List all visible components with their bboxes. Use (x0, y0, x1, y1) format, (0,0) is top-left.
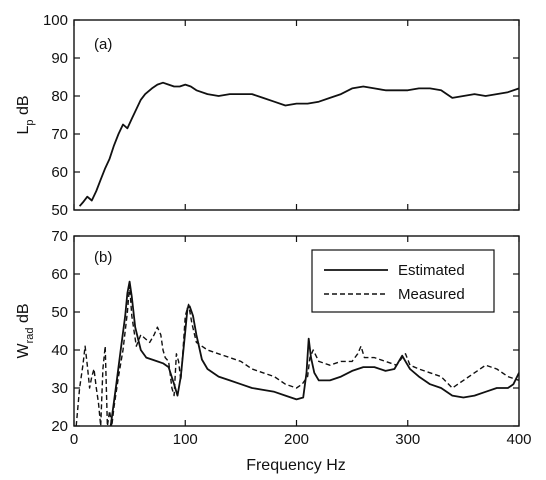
y-axis-title-a: Lp dB (15, 95, 36, 134)
chart-panel-a: (a) Lp dB 50 60 70 80 90 100 (15, 12, 520, 219)
y-tick-label-a: 90 (51, 50, 68, 67)
series-line-a-series-0 (78, 81, 519, 207)
legend: Estimated Measured (311, 249, 495, 313)
x-axis-title: Frequency Hz (246, 457, 346, 474)
panel-label-a: (a) (94, 36, 112, 53)
x-tick-label: 300 (395, 431, 420, 448)
y-tick-label-a: 50 (51, 202, 68, 219)
y-tick-label-b: 40 (51, 342, 68, 359)
y-axis-title-b-sub: rad (24, 328, 36, 344)
y-tick-label-b: 70 (51, 228, 68, 245)
x-tick-label: 400 (506, 431, 531, 448)
y-axis-title-b: Wrad dB (15, 303, 36, 358)
y-axis-title-a-sub: p (24, 119, 36, 125)
y-tick-label-b: 20 (51, 418, 68, 435)
series-group-a (78, 81, 519, 207)
ticks-b: 20 30 40 50 60 70 0 100 200 300 400 (51, 228, 531, 448)
legend-label-measured: Measured (398, 286, 465, 303)
y-axis-title-b-main: W (15, 343, 32, 359)
x-tick-label: 200 (284, 431, 309, 448)
x-tick-label: 0 (70, 431, 78, 448)
legend-label-estimated: Estimated (398, 262, 465, 279)
y-tick-label-b: 50 (51, 304, 68, 321)
ticks-a: 50 60 70 80 90 100 (43, 12, 520, 219)
y-axis-title-a-unit: dB (15, 95, 32, 119)
series-group-b (75, 280, 519, 426)
y-axis-title-a-main: L (15, 126, 32, 135)
x-tick-label: 100 (173, 431, 198, 448)
y-tick-label-b: 60 (51, 266, 68, 283)
y-tick-label-a: 80 (51, 88, 68, 105)
y-axis-title-b-unit: dB (15, 303, 32, 327)
chart-panel-b: (b) Wrad dB Frequency Hz 20 30 40 50 60 70 0 10… (15, 228, 532, 474)
plot-frame-a (73, 19, 520, 211)
y-tick-label-a: 70 (51, 126, 68, 143)
panel-label-b: (b) (94, 249, 112, 266)
legend-box (311, 249, 495, 313)
y-tick-label-a: 100 (43, 12, 68, 29)
y-tick-label-a: 60 (51, 164, 68, 181)
y-tick-label-b: 30 (51, 380, 68, 397)
series-line-b-estimated (109, 280, 519, 426)
series-line-b-measured (75, 284, 519, 426)
